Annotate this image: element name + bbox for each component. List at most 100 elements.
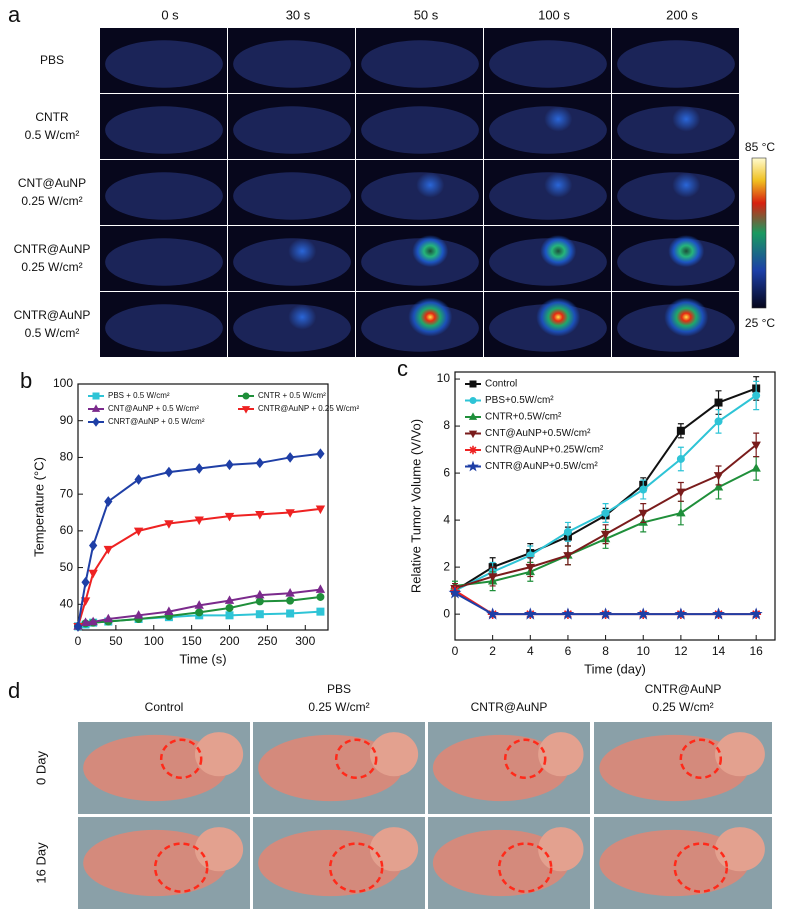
marker [638,509,648,519]
marker [255,589,265,599]
marker [714,398,723,407]
marker [286,609,295,618]
marker [241,406,251,414]
mouse-silhouette [233,238,351,286]
marker [103,613,113,623]
panel-label: d [8,678,20,703]
mouse-silhouette [489,106,607,154]
row-label: 0.25 W/cm² [21,260,82,274]
mouse-silhouette [233,106,351,154]
marker [563,552,573,561]
marker [561,607,575,620]
marker [676,454,685,463]
row-label: 0.25 W/cm² [21,194,82,208]
row-label: CNTR@AuNP [14,242,91,256]
marker [194,600,204,609]
row-label: CNTR@AuNP [14,308,91,322]
marker [468,430,478,439]
mouse-head [194,827,244,872]
tumor-circle [153,842,209,893]
hot-spot [408,297,453,337]
legend-label: CNRT@AuNP + 0.5 W/cm² [108,417,205,426]
time-label: 0 s [161,7,179,22]
mouse-silhouette [105,106,223,154]
marker [601,509,610,518]
x-tick-label: 2 [489,644,496,658]
marker [752,391,761,400]
mouse-silhouette [105,172,223,220]
x-tick-label: 14 [712,644,726,658]
marker [133,527,144,537]
marker [674,607,688,620]
column-label: 0.25 W/cm² [308,700,369,714]
hot-spot [664,297,709,337]
marker [242,392,250,400]
marker [468,412,478,420]
tumor-circle [503,738,547,780]
marker [448,586,462,599]
mouse-body [258,734,403,802]
mouse-silhouette [105,40,223,88]
marker [486,607,500,620]
marker [285,452,295,463]
tumor-circle [159,738,203,780]
marker [134,474,143,485]
marker [89,540,98,551]
hot-spot [540,235,577,268]
legend-label: Control [485,379,517,390]
hot-spot [536,297,581,337]
row-label: PBS [40,53,64,67]
tumor-circle [328,842,384,893]
legend-label: CNT@AuNP + 0.5 W/cm² [108,404,199,413]
tumor-circle [673,842,729,893]
mouse-silhouette [361,172,479,220]
y-axis-title: Temperature (°C) [31,457,46,557]
y-tick-label: 10 [437,371,451,385]
y-tick-label: 60 [60,523,74,537]
marker [195,608,204,617]
marker [315,584,326,593]
time-label: 50 s [414,7,439,22]
hot-spot [416,172,445,198]
y-tick-label: 2 [443,559,450,573]
time-label: 100 s [538,7,570,22]
mouse-head [538,827,584,872]
hot-spot [288,304,317,330]
marker [599,607,613,620]
hot-spot [544,172,573,198]
panel-label: a [8,2,21,27]
legend-label: PBS + 0.5 W/cm² [108,391,170,400]
marker [285,509,295,518]
y-tick-label: 70 [60,486,74,500]
y-tick-label: 90 [60,413,74,427]
marker [88,569,98,579]
x-tick-label: 0 [452,644,459,658]
y-tick-label: 6 [443,465,450,479]
marker [224,512,235,522]
plot-frame [77,383,329,631]
legend-label: PBS+0.5W/cm² [485,395,554,406]
mouse-head [369,732,419,777]
row-label: 16 Day [33,842,48,884]
mouse-silhouette [105,304,223,352]
row-label: CNTR [35,110,69,124]
marker [194,516,204,526]
x-tick-label: 300 [295,634,315,648]
time-label: 200 s [666,7,698,22]
mouse-silhouette [233,40,351,88]
mouse-silhouette [361,106,479,154]
marker [103,545,113,555]
column-label: CNTR@AuNP [645,682,722,696]
marker [88,616,98,626]
marker [92,392,100,400]
mouse-silhouette [489,40,607,88]
marker [80,617,91,626]
marker [164,520,174,529]
marker [469,380,477,388]
mouse-silhouette [489,172,607,220]
marker [195,463,204,474]
marker [639,485,648,494]
mouse-head [369,827,419,872]
panel-d: d Control PBS 0.25 W/cm² CNTR@AuNP CNTR@AuNP 0… [8,678,772,909]
